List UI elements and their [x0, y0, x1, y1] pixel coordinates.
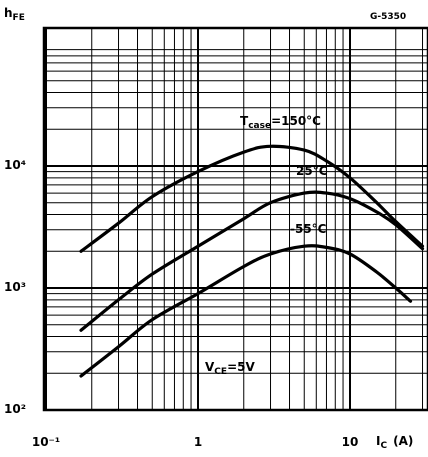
vce-annotation: VCE=5V	[205, 360, 255, 377]
series-label-minus55c: -55°C	[290, 222, 327, 236]
x-tick-label: 10⁻¹	[32, 435, 60, 449]
series-label-150c-rest: =150°C	[271, 114, 321, 128]
grid	[44, 28, 428, 411]
y-tick-label: 10⁴	[4, 158, 26, 172]
x-axis-label-unit: (A)	[393, 434, 413, 448]
x-axis-label: IC (A)	[376, 434, 413, 451]
series-label-25c: 25°C	[296, 164, 328, 178]
series-line-25c	[79, 190, 425, 332]
figure-id: G-5350	[370, 12, 406, 22]
y-tick-label: 10²	[4, 402, 26, 416]
y-axis-label-sub: FE	[13, 13, 25, 23]
series-label-150c-main: T	[240, 114, 249, 128]
x-tick-label: 1	[194, 435, 202, 449]
x-tick-label: 10	[342, 435, 359, 449]
y-tick-label: 10³	[4, 280, 26, 294]
tick-labels: 10⁻¹ 1 10 10² 10³ 10⁴	[4, 158, 358, 449]
x-axis-label-sub: C	[380, 441, 387, 451]
plot-frame	[42, 26, 428, 412]
series-line-150c	[79, 144, 425, 253]
series-line-minus55c	[79, 244, 413, 378]
vce-annotation-sub: CE	[214, 367, 227, 377]
series-label-150c-sub: case	[248, 121, 271, 131]
y-axis-label: hFE	[4, 6, 25, 23]
vce-annotation-main: V	[205, 360, 215, 374]
y-axis-label-main: h	[4, 6, 13, 20]
vce-annotation-rest: =5V	[227, 360, 255, 374]
x-axis-label-main: I	[376, 434, 380, 448]
curves	[79, 144, 425, 378]
series-label-150c: Tcase=150°C	[240, 114, 321, 131]
